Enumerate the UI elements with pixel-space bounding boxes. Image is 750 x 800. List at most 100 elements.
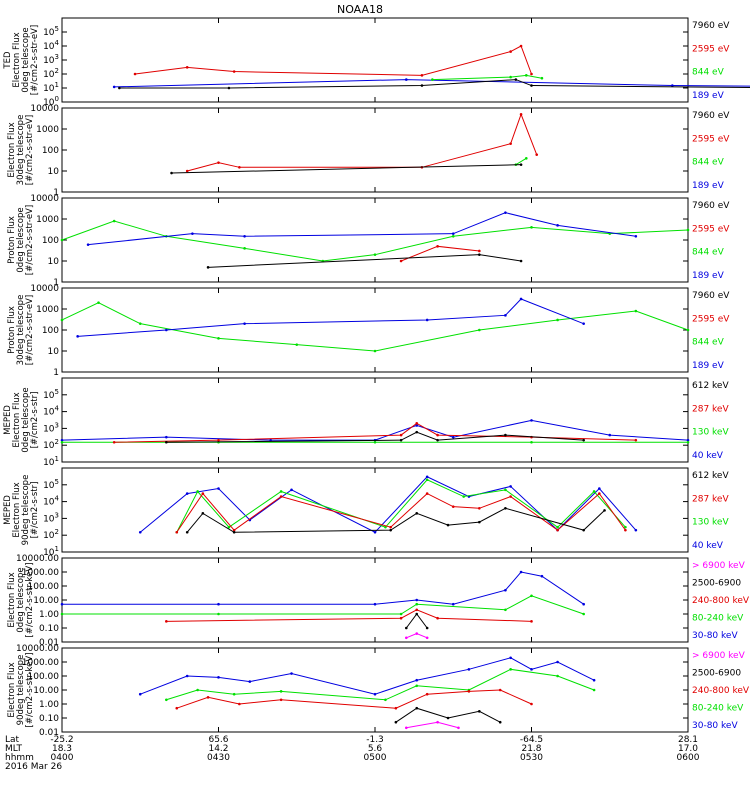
data-point bbox=[185, 530, 189, 534]
axis-row-value: 28.1 bbox=[678, 735, 698, 745]
data-point bbox=[399, 259, 403, 263]
series-line bbox=[114, 79, 750, 88]
data-point bbox=[519, 297, 523, 301]
data-point bbox=[634, 235, 638, 238]
y-tick-label: 10.00 bbox=[33, 686, 59, 696]
legend-entry: 80-240 keV bbox=[692, 704, 744, 714]
series-line bbox=[176, 479, 626, 533]
series-line bbox=[62, 595, 584, 615]
series-line bbox=[61, 419, 689, 441]
y-tick-label: 105 bbox=[43, 388, 59, 401]
y-tick-label: 1 bbox=[53, 368, 59, 378]
y-tick-label: 10 bbox=[48, 347, 60, 357]
data-point bbox=[582, 528, 585, 532]
data-point bbox=[138, 322, 142, 325]
data-point bbox=[389, 528, 392, 532]
panel-frame bbox=[61, 377, 689, 463]
legend-entry: 2595 eV bbox=[692, 134, 730, 144]
axis-row-value: 5.6 bbox=[368, 744, 383, 754]
series-130-kev bbox=[175, 478, 627, 534]
data-point bbox=[556, 525, 559, 529]
date-label: 2016 Mar 26 bbox=[5, 762, 62, 772]
data-point bbox=[451, 235, 455, 238]
data-point bbox=[478, 506, 481, 510]
data-point bbox=[206, 266, 210, 269]
data-point bbox=[373, 440, 377, 444]
y-axis-label: [#/cm2-s-str-keV] bbox=[25, 653, 35, 728]
data-point bbox=[530, 702, 533, 706]
series-7960-ev bbox=[118, 78, 750, 90]
axis-row-value: 0400 bbox=[51, 753, 74, 763]
legend: 7960 eV 2595 eV 844 eV 189 eV bbox=[692, 21, 730, 101]
series-7960-ev bbox=[206, 253, 523, 269]
legend-entry: 189 eV bbox=[692, 361, 725, 371]
panel-frame bbox=[61, 467, 689, 553]
data-point bbox=[524, 74, 528, 77]
data-point bbox=[279, 490, 283, 493]
series-2595-ev bbox=[399, 245, 481, 263]
data-point bbox=[60, 612, 64, 616]
data-point bbox=[201, 492, 205, 495]
series-844-ev bbox=[514, 157, 528, 166]
series-40-kev bbox=[60, 419, 690, 442]
y-tick-label: 0.10 bbox=[39, 714, 59, 724]
data-point bbox=[436, 433, 439, 437]
data-point bbox=[478, 249, 481, 253]
data-point bbox=[425, 492, 429, 495]
series-line bbox=[62, 571, 584, 605]
data-point bbox=[290, 488, 293, 492]
data-point bbox=[530, 594, 533, 598]
y-axis-label: 30deg telescope bbox=[16, 115, 26, 186]
series-line bbox=[171, 164, 522, 174]
data-point bbox=[415, 430, 419, 434]
data-point bbox=[686, 438, 690, 442]
data-point bbox=[420, 84, 424, 87]
data-point bbox=[196, 688, 199, 692]
data-point bbox=[405, 726, 408, 730]
y-axis-label: Electron Flux bbox=[12, 392, 22, 447]
data-point bbox=[467, 668, 471, 671]
data-point bbox=[112, 440, 116, 444]
y-tick-label: 104 bbox=[43, 405, 59, 418]
data-point bbox=[165, 435, 168, 439]
panel-frame bbox=[61, 107, 689, 193]
panel-3: 1 10 100 1000 10000 Proton Flux 0deg telescope… bbox=[7, 194, 730, 288]
y-tick-label: 100 bbox=[42, 326, 59, 336]
y-axis-label: [#/cm2-s-str] bbox=[30, 482, 40, 539]
data-point bbox=[227, 86, 231, 90]
data-point bbox=[519, 163, 523, 166]
y-tick-label: 1000 bbox=[36, 305, 59, 315]
data-point bbox=[227, 525, 231, 529]
series-189-ev bbox=[112, 78, 750, 89]
legend: 7960 eV 2595 eV 844 eV 189 eV bbox=[692, 201, 730, 281]
panel-frame bbox=[61, 17, 689, 103]
data-point bbox=[556, 660, 559, 664]
data-point bbox=[634, 438, 638, 442]
legend-entry: 189 eV bbox=[692, 91, 725, 101]
data-point bbox=[582, 612, 585, 616]
series-240-800-kev bbox=[165, 608, 533, 623]
legend-entry: 189 eV bbox=[692, 271, 725, 281]
data-point bbox=[530, 668, 533, 671]
data-point bbox=[436, 616, 439, 620]
y-tick-label: 0.10 bbox=[39, 624, 59, 634]
data-point bbox=[238, 166, 241, 169]
series-2595-ev bbox=[133, 44, 533, 77]
y-tick-label: 102 bbox=[43, 67, 59, 80]
y-axis-label: TED bbox=[3, 51, 13, 70]
data-point bbox=[217, 337, 220, 340]
y-axis-label: [#/cm2-s-str-eV] bbox=[30, 25, 40, 95]
data-point bbox=[535, 153, 539, 156]
data-point bbox=[165, 620, 168, 623]
data-point bbox=[399, 438, 403, 442]
data-point bbox=[504, 433, 507, 437]
series-612-kev bbox=[185, 506, 606, 534]
legend: 7960 eV 2595 eV 844 eV 189 eV bbox=[692, 291, 730, 371]
axis-row-value: 0500 bbox=[364, 753, 387, 763]
data-point bbox=[185, 674, 189, 678]
panel-2: 1 10 100 1000 10000 Electron Flux 30deg telesc… bbox=[7, 104, 730, 198]
data-point bbox=[582, 322, 585, 325]
series-844-ev bbox=[431, 74, 544, 81]
legend-entry: 844 eV bbox=[692, 338, 725, 348]
data-point bbox=[634, 528, 638, 532]
